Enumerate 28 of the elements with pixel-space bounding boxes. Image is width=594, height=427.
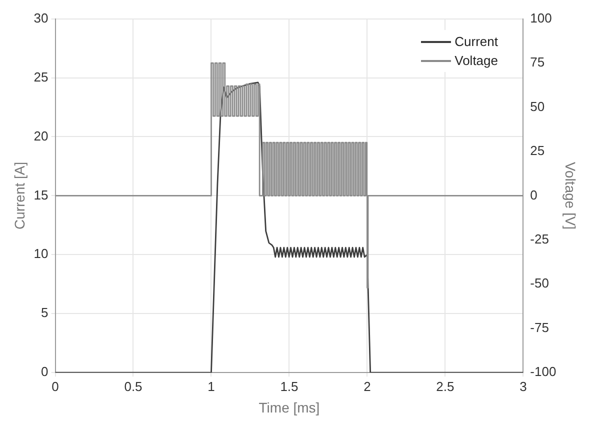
y-tick-label: 5 xyxy=(41,305,48,320)
y-tick-label: 25 xyxy=(34,69,48,84)
x-tick-label: 0 xyxy=(52,378,59,394)
y2-tick-label: 50 xyxy=(530,98,545,114)
x-tick-label: 1 xyxy=(208,378,215,394)
x-tick-label: 1.5 xyxy=(280,378,298,394)
y2-tick-label: 75 xyxy=(530,54,545,70)
y-axis-title: Current [A] xyxy=(11,162,28,230)
legend-label: Voltage xyxy=(454,52,498,70)
y2-tick-label: -75 xyxy=(530,320,549,335)
legend-label: Current xyxy=(454,33,498,51)
y2-tick-label: 100 xyxy=(530,10,552,26)
x-tick-label: 0.5 xyxy=(124,378,142,394)
y-tick-label: 10 xyxy=(34,246,48,262)
y2-tick-label: -100 xyxy=(530,364,556,380)
y2-tick-label: -50 xyxy=(530,276,549,291)
x-tick-label: 3 xyxy=(520,378,527,394)
x-tick-label: 2.5 xyxy=(436,378,454,394)
y2-tick-label: 0 xyxy=(530,187,538,202)
y-tick-label: 30 xyxy=(34,10,48,26)
y-tick-label: 15 xyxy=(34,187,48,202)
x-tick-label: 2 xyxy=(364,378,371,394)
y-tick-label: 20 xyxy=(34,128,48,144)
x-axis-title: Time [ms] xyxy=(258,399,320,416)
y2-tick-label: 25 xyxy=(530,143,545,158)
y-tick-label: 0 xyxy=(41,364,48,380)
y2-tick-label: -25 xyxy=(530,232,549,247)
y2-axis-title: Voltage [V] xyxy=(562,162,579,230)
